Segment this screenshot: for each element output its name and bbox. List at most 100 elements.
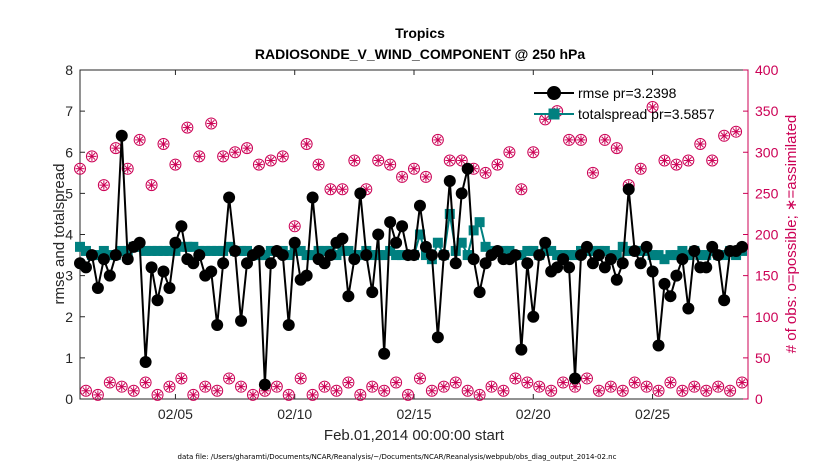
rmse-point bbox=[157, 265, 170, 278]
rmse-point bbox=[169, 236, 182, 249]
assimilated-point bbox=[558, 378, 568, 388]
totalspread-point bbox=[218, 245, 229, 256]
asterisk-stroke bbox=[428, 387, 436, 395]
asterisk-stroke bbox=[595, 387, 603, 395]
axes: 02/05 02/10 02/15 02/20 02/25 0 1 2 3 4 5 6 7 8 0 50 100… bbox=[65, 62, 778, 422]
assimilated-point bbox=[373, 155, 383, 165]
possible-point bbox=[449, 376, 462, 389]
possible-point bbox=[300, 138, 313, 151]
assimilated-point bbox=[475, 390, 485, 400]
rmse-point bbox=[97, 253, 110, 266]
rmse-point bbox=[646, 265, 659, 278]
y-right-tick-label: 400 bbox=[755, 62, 779, 78]
possible-point bbox=[563, 133, 576, 146]
y-right-tick-label: 200 bbox=[755, 227, 779, 243]
asterisk-stroke bbox=[118, 383, 126, 391]
asterisk-stroke bbox=[207, 119, 215, 128]
totalspread-point bbox=[444, 208, 455, 219]
rmse-point bbox=[300, 269, 313, 282]
rmse-point bbox=[378, 347, 391, 360]
assimilated-point bbox=[105, 378, 115, 388]
asterisk-stroke bbox=[613, 144, 621, 152]
rmse-point bbox=[443, 175, 456, 188]
possible-point bbox=[455, 154, 468, 167]
assimilated-point bbox=[278, 151, 288, 161]
possible-point bbox=[533, 380, 546, 393]
chart-title: Tropics bbox=[395, 25, 445, 41]
asterisk-stroke bbox=[649, 103, 657, 111]
possible-point bbox=[97, 179, 110, 192]
asterisk-stroke bbox=[654, 387, 663, 395]
rmse-point bbox=[551, 261, 564, 274]
totalspread-point bbox=[432, 237, 443, 248]
totalspread-point bbox=[140, 245, 151, 256]
possible-point bbox=[282, 388, 295, 401]
assimilated-point bbox=[588, 168, 598, 178]
possible-point bbox=[348, 154, 361, 167]
asterisk-stroke bbox=[189, 391, 197, 399]
rmse-point bbox=[563, 261, 576, 274]
assimilated-point bbox=[123, 164, 133, 174]
totalspread-point bbox=[170, 245, 181, 256]
asterisk-stroke bbox=[267, 156, 275, 165]
rmse-point bbox=[366, 286, 379, 299]
totalspread-point bbox=[683, 250, 694, 261]
assimilated-point bbox=[164, 382, 174, 392]
asterisk-stroke bbox=[183, 124, 191, 132]
assimilated-point bbox=[654, 386, 664, 396]
possible-point bbox=[730, 125, 743, 138]
assimilated-point bbox=[409, 164, 419, 174]
assimilated-point bbox=[498, 386, 508, 396]
asterisk-stroke bbox=[82, 387, 90, 395]
legend: rmse pr=3.2398 totalspread pr=3.5857 bbox=[534, 85, 715, 122]
totalspread-point bbox=[116, 245, 127, 256]
assimilated-point bbox=[731, 127, 741, 137]
asterisk-stroke bbox=[559, 378, 567, 387]
rmse-point bbox=[163, 281, 176, 294]
possible-point bbox=[211, 384, 224, 397]
rmse-point bbox=[479, 257, 492, 270]
totalspread-point bbox=[224, 241, 235, 252]
assimilated-point bbox=[290, 221, 300, 231]
asterisk-stroke bbox=[571, 383, 579, 391]
totalspread-point bbox=[701, 250, 712, 261]
rmse-point bbox=[342, 290, 355, 303]
possible-point bbox=[294, 372, 307, 385]
x-tick-label: 02/10 bbox=[277, 406, 312, 422]
assimilated-point bbox=[236, 382, 246, 392]
totalspread-point bbox=[414, 229, 425, 240]
asterisk-stroke bbox=[690, 383, 698, 391]
asterisk-stroke bbox=[171, 161, 179, 169]
possible-point bbox=[324, 183, 337, 196]
totalspread-point bbox=[540, 245, 551, 256]
assimilated-point bbox=[111, 143, 121, 153]
totalspread-point bbox=[468, 225, 479, 236]
rmse-point bbox=[527, 310, 540, 323]
rmse-point bbox=[676, 253, 689, 266]
rmse-point bbox=[634, 257, 647, 270]
rmse-point bbox=[348, 253, 361, 266]
assimilated-point bbox=[534, 382, 544, 392]
assimilated-point bbox=[606, 382, 616, 392]
assimilated-point bbox=[439, 382, 449, 392]
rmse-point bbox=[515, 343, 528, 356]
totalspread-point bbox=[599, 245, 610, 256]
legend-rmse-label: rmse pr=3.2398 bbox=[578, 85, 677, 101]
possible-point bbox=[342, 376, 355, 389]
assimilated-point bbox=[320, 382, 330, 392]
possible-point bbox=[91, 388, 104, 401]
totalspread-point bbox=[564, 250, 575, 261]
possible-point bbox=[74, 162, 86, 175]
asterisk-stroke bbox=[326, 185, 335, 193]
possible-point bbox=[509, 372, 522, 385]
assimilated-point bbox=[540, 114, 550, 124]
assimilated-point bbox=[93, 390, 103, 400]
totalspread-point bbox=[75, 241, 85, 252]
assimilated-point bbox=[349, 155, 359, 165]
rmse-point bbox=[396, 220, 409, 233]
asterisk-stroke bbox=[607, 383, 615, 391]
assimilated-point bbox=[153, 390, 163, 400]
assimilated-point bbox=[415, 373, 425, 383]
possible-point bbox=[616, 384, 629, 397]
